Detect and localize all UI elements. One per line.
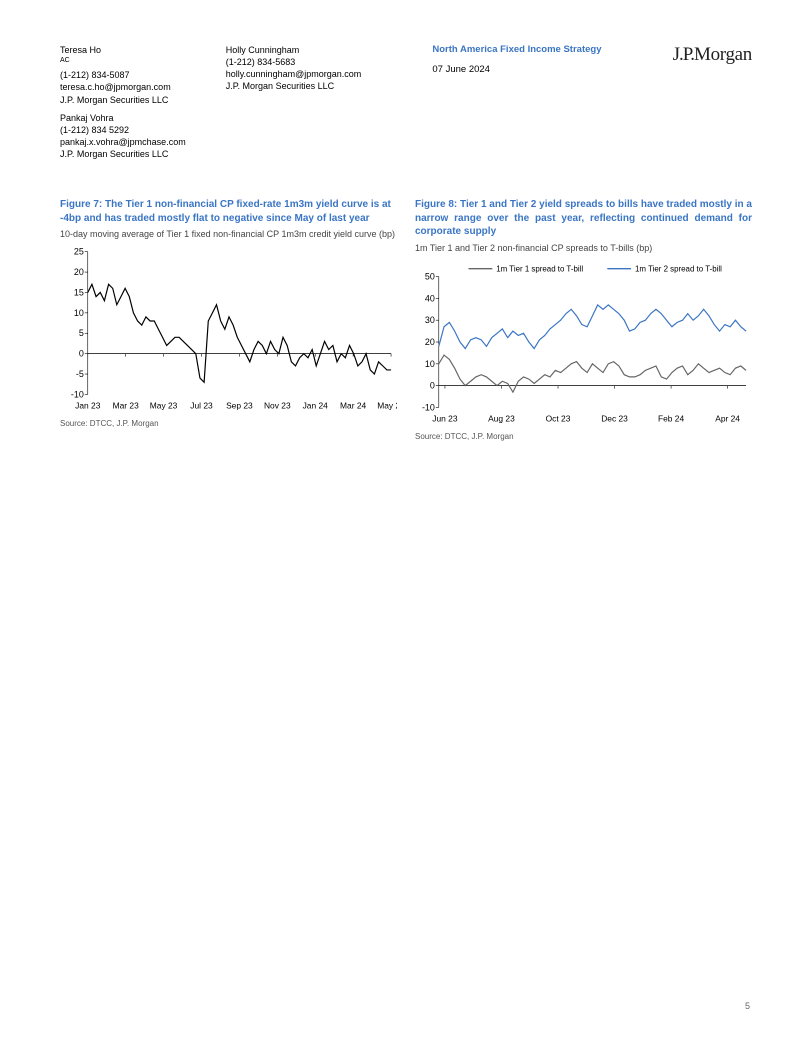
author-org: J.P. Morgan Securities LLC: [60, 94, 186, 106]
svg-text:-10: -10: [422, 403, 435, 413]
svg-text:Jun 23: Jun 23: [432, 414, 458, 424]
figure-7: Figure 7: The Tier 1 non-financial CP fi…: [60, 198, 397, 441]
svg-text:20: 20: [425, 337, 435, 347]
svg-text:Jan 23: Jan 23: [75, 400, 101, 410]
author-block: Teresa Ho AC (1-212) 834-5087 teresa.c.h…: [60, 44, 186, 106]
chart-7: -10 -5 0 5 10 15 20 25 Jan 23 Mar 23 May 23 Jul 23 S…: [60, 245, 397, 415]
doc-meta: North America Fixed Income Strategy 07 J…: [432, 44, 601, 166]
doc-date: 07 June 2024: [432, 64, 601, 75]
jpmorgan-logo: J.P.Morgan: [673, 44, 752, 166]
authors-section: Teresa Ho AC (1-212) 834-5087 teresa.c.h…: [60, 44, 361, 166]
svg-text:10: 10: [74, 308, 84, 318]
chart-svg: -10 -5 0 5 10 15 20 25 Jan 23 Mar 23 May 23 Jul 23 S…: [60, 245, 397, 415]
author-phone: (1-212) 834-5087: [60, 69, 186, 81]
author-phone: (1-212) 834 5292: [60, 124, 186, 136]
svg-text:15: 15: [74, 287, 84, 297]
author-sup: AC: [60, 57, 70, 64]
figure-label: Figure 8:: [415, 199, 457, 210]
figure-title-text: Tier 1 and Tier 2 yield spreads to bills…: [415, 199, 752, 237]
svg-text:-10: -10: [71, 389, 84, 399]
author-block: Pankaj Vohra (1-212) 834 5292 pankaj.x.v…: [60, 112, 186, 161]
figure-subtitle: 10-day moving average of Tier 1 fixed no…: [60, 229, 397, 241]
svg-text:20: 20: [74, 267, 84, 277]
author-org: J.P. Morgan Securities LLC: [60, 148, 186, 160]
svg-text:-5: -5: [76, 369, 84, 379]
svg-text:0: 0: [430, 381, 435, 391]
author-name: Pankaj Vohra: [60, 112, 186, 124]
author-name: Holly Cunningham: [226, 44, 362, 56]
chart-8: 1m Tier 1 spread to T-bill 1m Tier 2 spre…: [415, 258, 752, 428]
svg-text:30: 30: [425, 316, 435, 326]
svg-text:Mar 23: Mar 23: [113, 400, 139, 410]
svg-text:1m Tier 2 spread to T-bill: 1m Tier 2 spread to T-bill: [635, 265, 722, 274]
author-block: Holly Cunningham (1-212) 834-5683 holly.…: [226, 44, 362, 93]
svg-text:May 24: May 24: [377, 400, 397, 410]
author-email: teresa.c.ho@jpmorgan.com: [60, 81, 186, 93]
author-email: pankaj.x.vohra@jpmchase.com: [60, 136, 186, 148]
chart-svg: 1m Tier 1 spread to T-bill 1m Tier 2 spre…: [415, 258, 752, 428]
svg-text:Aug 23: Aug 23: [488, 414, 515, 424]
svg-text:Sep 23: Sep 23: [226, 400, 253, 410]
author-name: Teresa Ho: [60, 44, 186, 56]
svg-text:Apr 24: Apr 24: [715, 414, 740, 424]
svg-text:Jul 23: Jul 23: [190, 400, 213, 410]
author-email: holly.cunningham@jpmorgan.com: [226, 68, 362, 80]
figure-title: Figure 7: The Tier 1 non-financial CP fi…: [60, 198, 397, 225]
svg-text:Jan 24: Jan 24: [303, 400, 329, 410]
svg-text:Oct 23: Oct 23: [546, 414, 571, 424]
svg-text:50: 50: [425, 272, 435, 282]
page-header: Teresa Ho AC (1-212) 834-5087 teresa.c.h…: [60, 44, 752, 166]
figures-row: Figure 7: The Tier 1 non-financial CP fi…: [60, 198, 752, 441]
author-phone: (1-212) 834-5683: [226, 56, 362, 68]
authors-column-1: Teresa Ho AC (1-212) 834-5087 teresa.c.h…: [60, 44, 186, 166]
svg-text:Feb 24: Feb 24: [658, 414, 684, 424]
svg-text:1m Tier 1 spread to T-bill: 1m Tier 1 spread to T-bill: [496, 265, 583, 274]
figure-title-text: The Tier 1 non-financial CP fixed-rate 1…: [60, 199, 391, 224]
author-org: J.P. Morgan Securities LLC: [226, 80, 362, 92]
doc-category: North America Fixed Income Strategy: [432, 44, 601, 56]
svg-text:5: 5: [79, 328, 84, 338]
figure-label: Figure 7:: [60, 199, 102, 210]
svg-text:10: 10: [425, 359, 435, 369]
figure-title: Figure 8: Tier 1 and Tier 2 yield spread…: [415, 198, 752, 239]
svg-text:40: 40: [425, 294, 435, 304]
svg-text:Mar 24: Mar 24: [340, 400, 366, 410]
authors-column-2: Holly Cunningham (1-212) 834-5683 holly.…: [226, 44, 362, 166]
svg-text:0: 0: [79, 349, 84, 359]
figure-8: Figure 8: Tier 1 and Tier 2 yield spread…: [415, 198, 752, 441]
svg-text:Dec 23: Dec 23: [601, 414, 628, 424]
svg-text:Nov 23: Nov 23: [264, 400, 291, 410]
figure-source: Source: DTCC, J.P. Morgan: [60, 419, 397, 428]
svg-text:May 23: May 23: [150, 400, 178, 410]
page-number: 5: [745, 1001, 750, 1011]
figure-subtitle: 1m Tier 1 and Tier 2 non-financial CP sp…: [415, 243, 752, 255]
svg-text:25: 25: [74, 247, 84, 257]
figure-source: Source: DTCC, J.P. Morgan: [415, 432, 752, 441]
